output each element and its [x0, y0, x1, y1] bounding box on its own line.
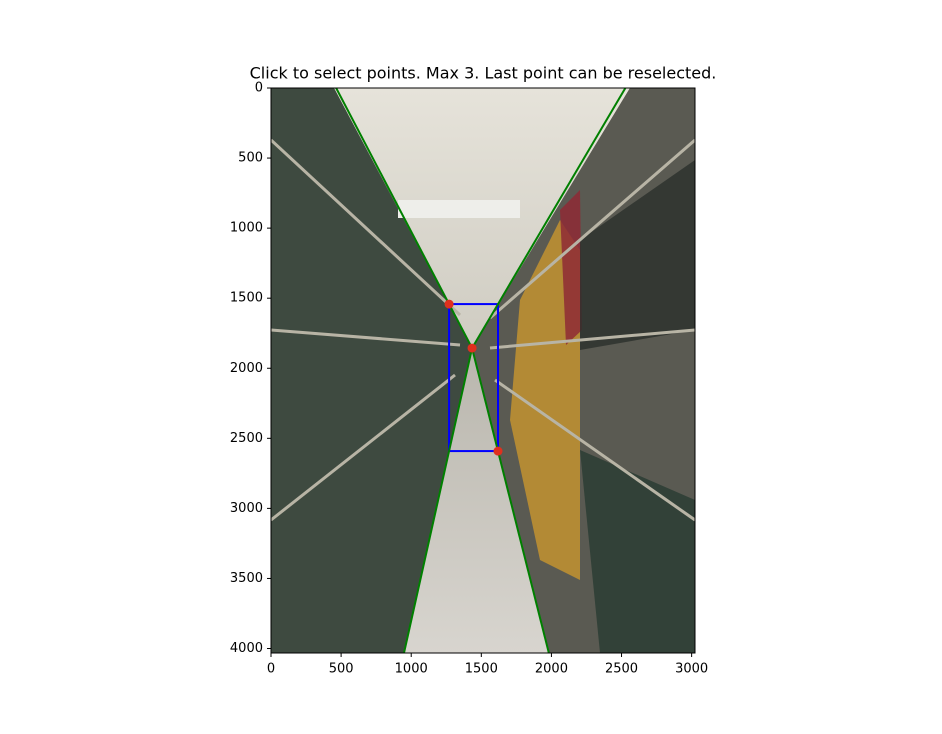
y-tick-label: 2000 — [230, 361, 263, 376]
y-tick-label: 3500 — [230, 571, 263, 586]
x-tick-label: 500 — [329, 662, 354, 677]
axes-frame — [270, 87, 696, 654]
y-tick-label: 2500 — [230, 431, 263, 446]
y-tick-label: 1500 — [230, 291, 263, 306]
title: Click to select points. Max 3. Last poin… — [250, 64, 717, 83]
photo — [271, 88, 695, 653]
y-tick-label: 3000 — [230, 501, 263, 516]
y-tick-label: 1000 — [230, 221, 263, 236]
vanishing-line — [471, 347, 550, 653]
selected-point — [444, 299, 454, 309]
x-tick-label: 1500 — [465, 662, 498, 677]
x-tick-label: 2500 — [605, 662, 638, 677]
vanishing-line — [403, 347, 474, 653]
vanishing-line — [471, 88, 627, 349]
y-tick-label: 4000 — [230, 641, 263, 656]
x-tick-label: 2000 — [535, 662, 568, 677]
x-tick-label: 3000 — [675, 662, 708, 677]
y-tick-label: 500 — [238, 151, 263, 166]
selected-point — [467, 343, 477, 353]
y-tick-label: 0 — [255, 81, 263, 96]
selection-rect — [448, 303, 500, 453]
x-tick-label: 0 — [267, 662, 275, 677]
selected-point — [493, 446, 503, 456]
x-tick-label: 1000 — [395, 662, 428, 677]
overlay — [335, 88, 627, 653]
